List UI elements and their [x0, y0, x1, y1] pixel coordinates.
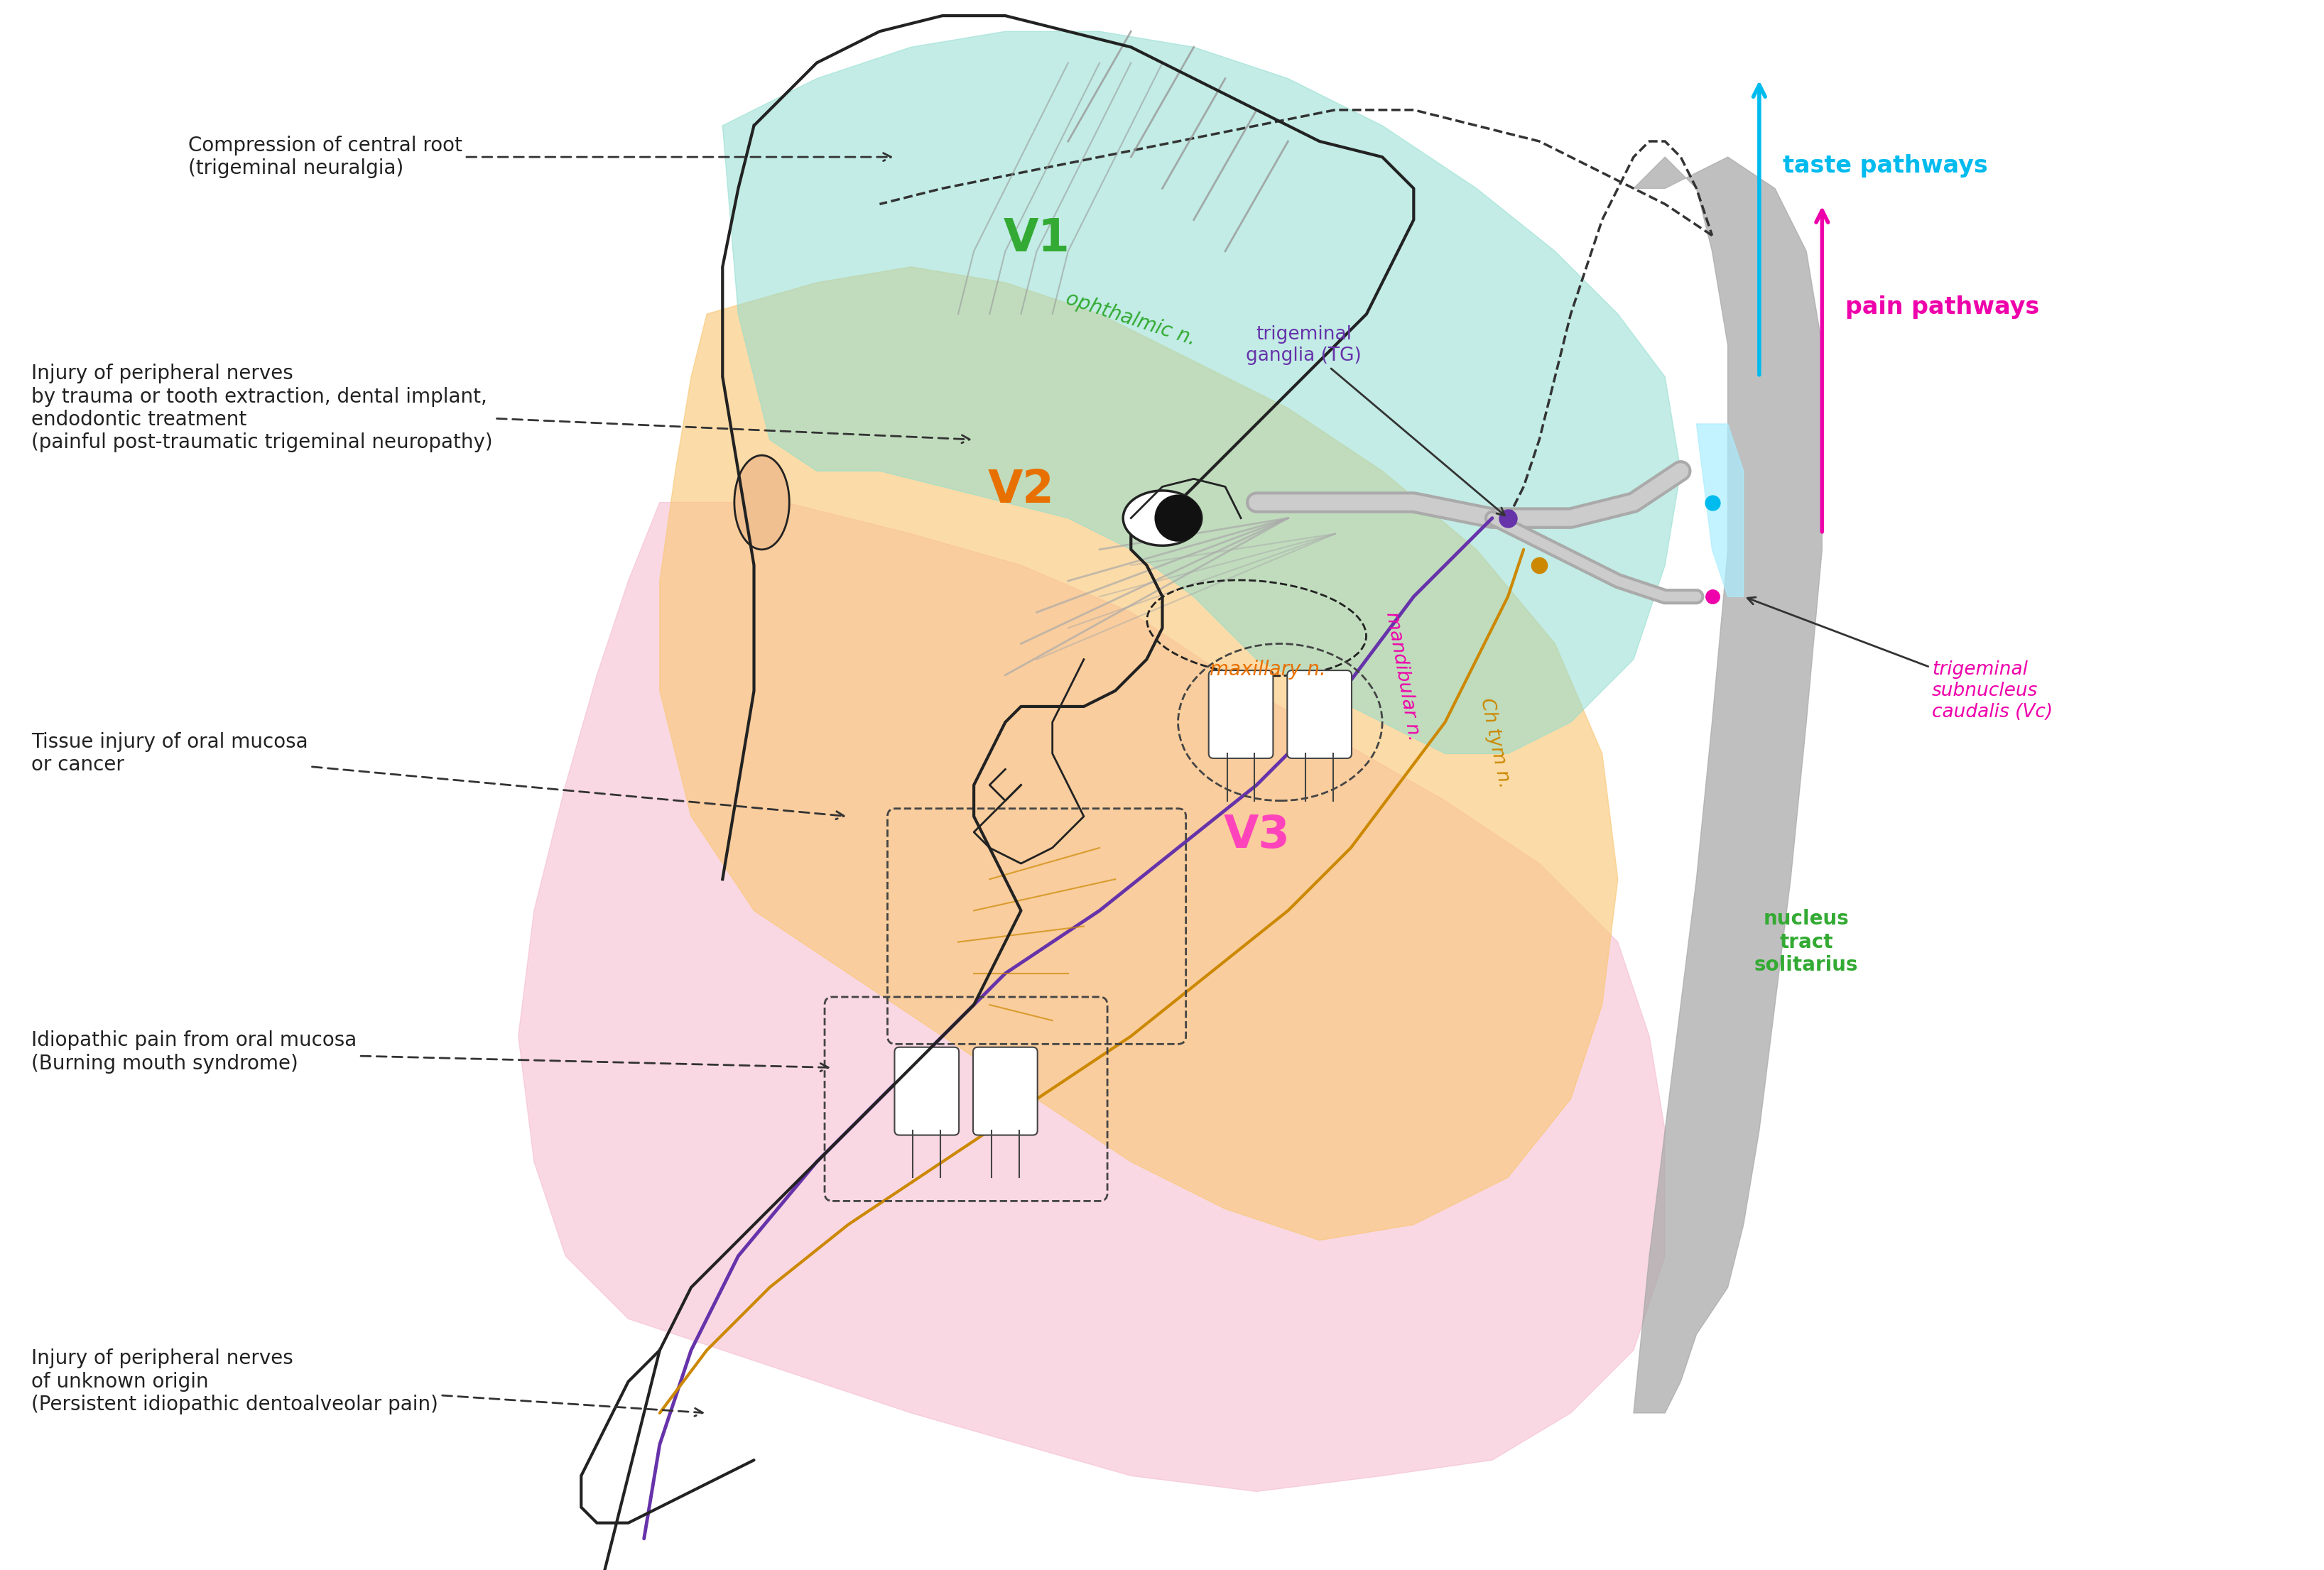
FancyBboxPatch shape	[974, 1047, 1037, 1135]
Text: Injury of peripheral nerves
by trauma or tooth extraction, dental implant,
endod: Injury of peripheral nerves by trauma or…	[33, 364, 969, 452]
FancyBboxPatch shape	[895, 1047, 957, 1135]
Text: mandibular n.: mandibular n.	[1383, 611, 1422, 743]
Text: V3: V3	[1222, 813, 1290, 857]
Text: ophthalmic n.: ophthalmic n.	[1062, 289, 1199, 350]
Polygon shape	[1634, 157, 1822, 1413]
Polygon shape	[660, 267, 1618, 1240]
Text: trigeminal
ganglia (TG): trigeminal ganglia (TG)	[1246, 325, 1504, 515]
Text: V2: V2	[988, 468, 1055, 512]
Text: Tissue injury of oral mucosa
or cancer: Tissue injury of oral mucosa or cancer	[33, 732, 844, 820]
Polygon shape	[723, 31, 1680, 754]
Polygon shape	[518, 502, 1664, 1491]
Text: nucleus
tract
solitarius: nucleus tract solitarius	[1755, 909, 1857, 975]
Ellipse shape	[734, 455, 790, 549]
Text: Injury of peripheral nerves
of unknown origin
(Persistent idiopathic dentoalveol: Injury of peripheral nerves of unknown o…	[33, 1349, 702, 1416]
FancyBboxPatch shape	[1287, 670, 1350, 758]
Text: taste pathways: taste pathways	[1783, 154, 1987, 177]
Text: trigeminal
subnucleus
caudalis (Vc): trigeminal subnucleus caudalis (Vc)	[1748, 597, 2052, 721]
Text: Ch tym n.: Ch tym n.	[1476, 696, 1513, 790]
Polygon shape	[1697, 424, 1743, 597]
Text: V1: V1	[1004, 217, 1069, 261]
Ellipse shape	[1122, 490, 1202, 546]
Ellipse shape	[1155, 495, 1202, 542]
Text: Compression of central root
(trigeminal neuralgia): Compression of central root (trigeminal …	[188, 135, 890, 179]
FancyBboxPatch shape	[1208, 670, 1274, 758]
Text: pain pathways: pain pathways	[1845, 295, 2038, 319]
Text: maxillary n.: maxillary n.	[1208, 659, 1325, 680]
Text: Idiopathic pain from oral mucosa
(Burning mouth syndrome): Idiopathic pain from oral mucosa (Burnin…	[33, 1030, 827, 1074]
